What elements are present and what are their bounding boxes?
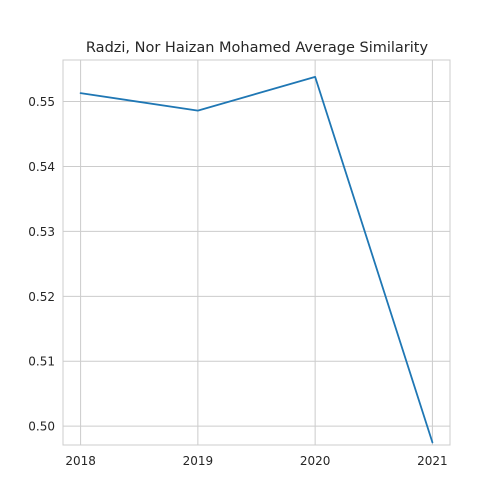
- y-tick-label: 0.54: [28, 160, 55, 174]
- x-tick-label: 2021: [417, 454, 448, 468]
- x-axis-tick-labels: 2018 2019 2020 2021: [65, 454, 447, 468]
- y-axis-tick-labels: 0.50 0.51 0.52 0.53 0.54 0.55: [28, 95, 55, 434]
- y-tick-label: 0.52: [28, 290, 55, 304]
- series-layer: [79, 75, 434, 444]
- y-tick-label: 0.51: [28, 355, 55, 369]
- x-tick-label: 2020: [300, 454, 331, 468]
- y-tick-label: 0.50: [28, 420, 55, 434]
- y-tick-label: 0.55: [28, 95, 55, 109]
- series-line: [79, 75, 434, 444]
- y-tick-label: 0.53: [28, 225, 55, 239]
- plot-area-frame: [62, 59, 451, 446]
- chart-title: Radzi, Nor Haizan Mohamed Average Simila…: [86, 40, 429, 56]
- grid-lines: [63, 60, 450, 445]
- x-tick-label: 2019: [183, 454, 214, 468]
- x-tick-label: 2018: [65, 454, 96, 468]
